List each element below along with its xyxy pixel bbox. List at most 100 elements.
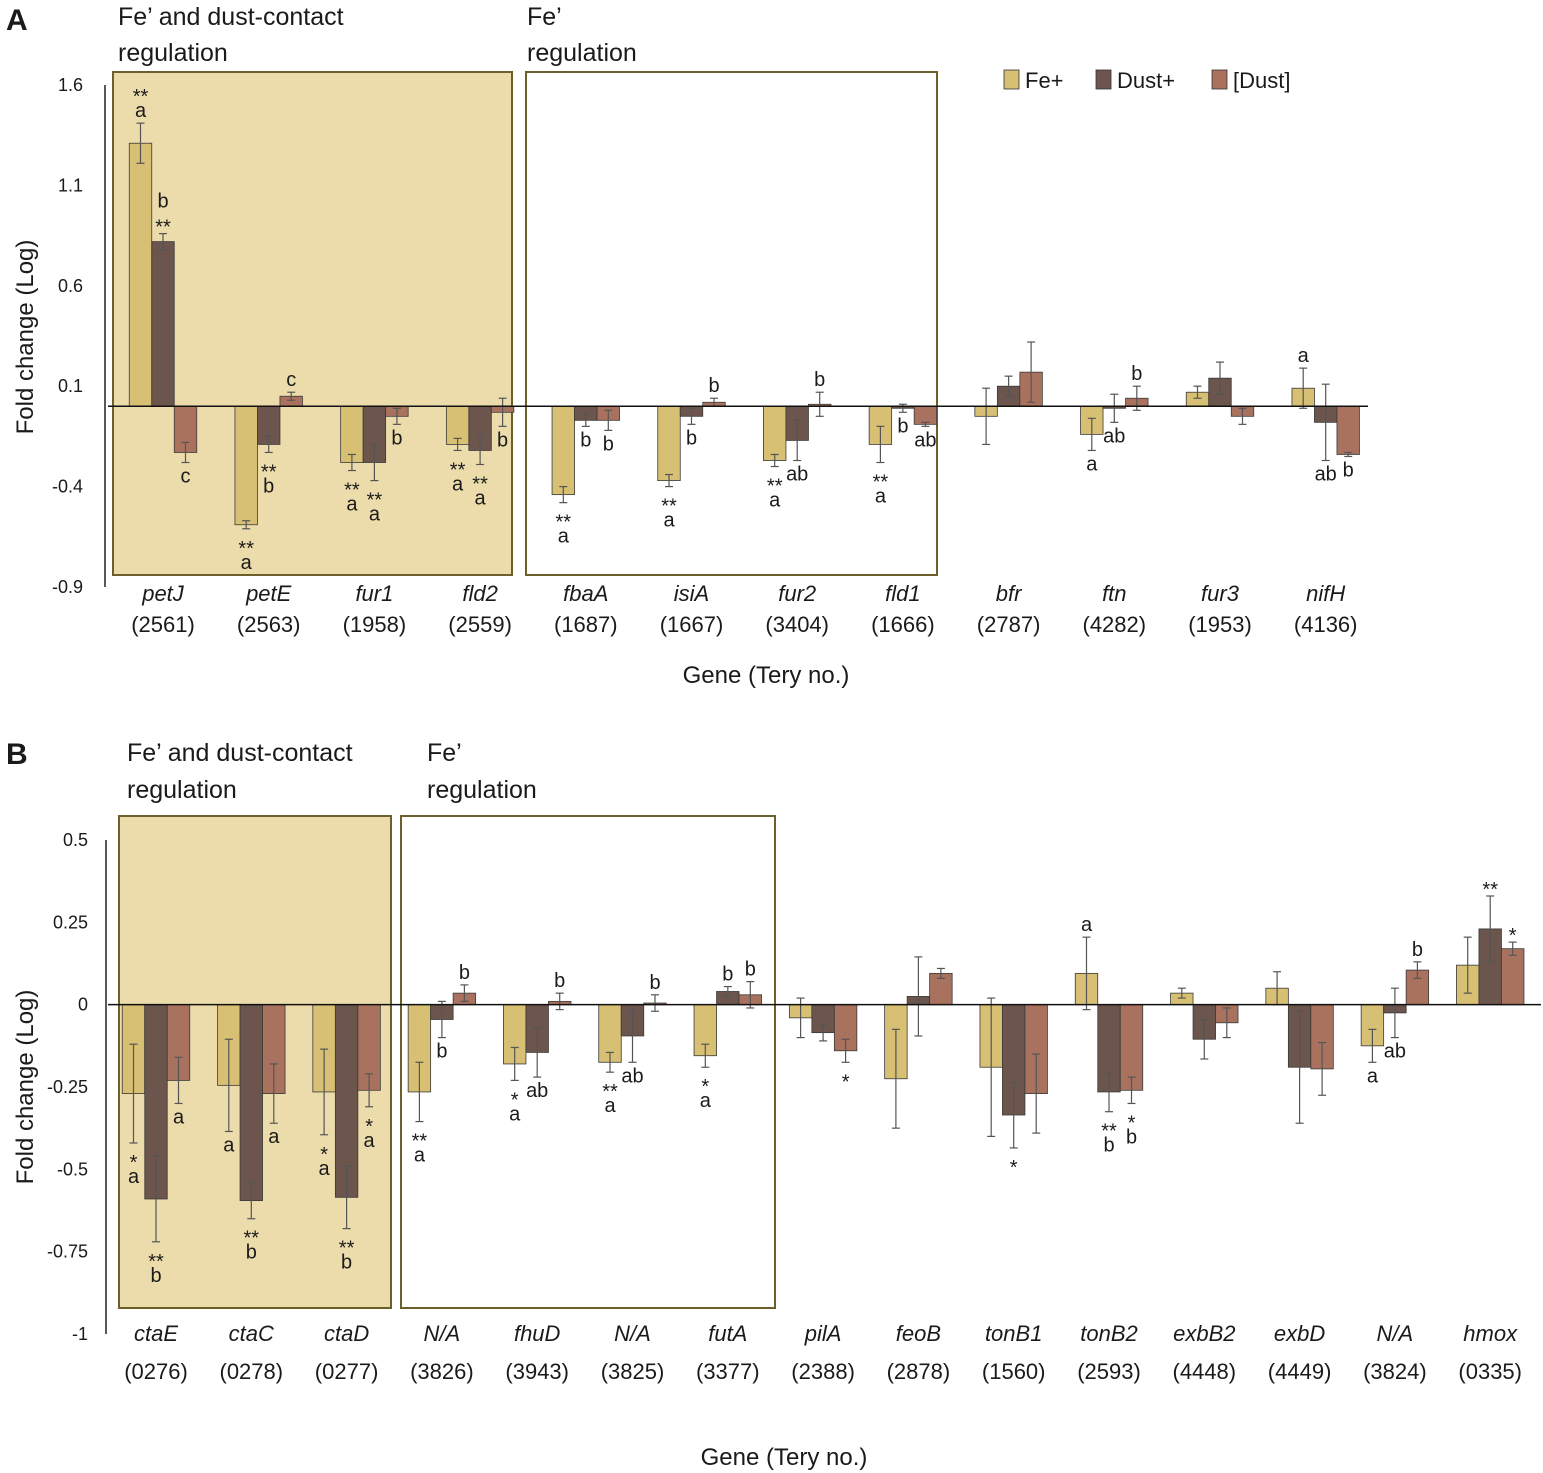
panel-a-significance-label: b <box>686 427 697 449</box>
panel-a-error-bar <box>136 122 145 164</box>
panel-a-gene-label: ftn <box>1102 581 1126 606</box>
panel-a-significance-label: ** <box>238 538 254 560</box>
panel-b-significance-label: a <box>1081 914 1093 936</box>
panel-b-tery-label: (3825) <box>601 1359 665 1384</box>
panel-a-error-bar <box>815 391 824 417</box>
panel-b-tery-label: (0278) <box>220 1359 284 1384</box>
panel-a-y-tick-label: 0.1 <box>58 376 83 396</box>
panel-b-significance-label: b <box>745 959 756 981</box>
panel-b-error-bar <box>606 1051 614 1073</box>
panel-b-significance-label: b <box>1103 1135 1114 1157</box>
panel-a-gene-label: nifH <box>1306 581 1345 606</box>
panel-b-error-bar <box>1200 1018 1209 1060</box>
panel-b-significance-label: a <box>173 1106 185 1128</box>
panel-a-error-bar <box>370 443 379 482</box>
panel-b-error-bar <box>936 967 945 979</box>
panel-a-significance-label: ** <box>873 472 889 494</box>
panel-b-error-bar <box>1032 1053 1041 1134</box>
panel-b-significance-label: b <box>1412 939 1423 961</box>
panel-b-error-bar <box>510 1046 519 1082</box>
panel-a-error-bar <box>770 453 779 468</box>
panel-a-significance-label: a <box>1298 345 1310 367</box>
panel-a: A Fe’ and dust-contact regulation Fe’ re… <box>6 3 1368 689</box>
panel-a-error-bar <box>1321 383 1330 462</box>
panel-b-error-bar <box>746 981 755 1009</box>
panel-a-gene-label: fld2 <box>462 581 497 606</box>
panel-b-significance-label: ** <box>148 1251 164 1273</box>
panel-b-y-tick-label: 0.5 <box>63 830 88 850</box>
panel-b-gene-label: fhuD <box>514 1321 561 1346</box>
panel-b-significance-label: b <box>459 962 470 984</box>
panel-a-tery-label: (4282) <box>1083 612 1147 637</box>
panel-a-error-bar <box>559 486 568 504</box>
panel-b-error-bar <box>1127 1076 1136 1105</box>
panel-a-tery-label: (2787) <box>977 612 1041 637</box>
panel-a-outline-title-line2: regulation <box>527 39 637 67</box>
panel-b-gene-label: exbD <box>1274 1321 1325 1346</box>
panel-a-error-bar <box>347 453 356 472</box>
panel-a-error-bar <box>264 435 273 454</box>
panel-a-significance-label: a <box>475 488 487 510</box>
panel-a-shaded-title-line2: regulation <box>118 39 228 67</box>
panel-a-tery-label: (1687) <box>554 612 618 637</box>
panel-b-x-axis-label: Gene (Tery no.) <box>701 1444 868 1471</box>
panel-a-error-bar <box>181 441 190 464</box>
panel-b-tery-label: (3377) <box>696 1359 760 1384</box>
panel-a-error-bar <box>1027 341 1036 403</box>
panel-b-error-bar <box>460 984 469 1002</box>
panel-a-tery-label: (2559) <box>448 612 512 637</box>
panel-a-significance-label: b <box>497 429 508 451</box>
panel-b-bar <box>239 1004 263 1202</box>
panel-b-error-bar <box>269 1063 278 1124</box>
panel-a-significance-label: ab <box>786 463 808 485</box>
panel-b-y-tick-label: -0.5 <box>57 1159 88 1179</box>
panel-b-tery-label: (0276) <box>124 1359 188 1384</box>
panel-b-significance-label: * <box>1010 1157 1018 1179</box>
panel-a-x-axis-label: Gene (Tery no.) <box>683 662 850 689</box>
panel-b-error-bar <box>437 1000 446 1039</box>
panel-a-tery-label: (1953) <box>1188 612 1252 637</box>
legend-swatch-dust <box>1095 69 1112 90</box>
panel-b-significance-label: b <box>1126 1126 1137 1148</box>
panel-b-error-bar <box>1463 936 1472 994</box>
panel-b-tery-label: (4449) <box>1268 1359 1332 1384</box>
panel-a-significance-label: a <box>663 510 675 532</box>
panel-a-significance-label: a <box>558 526 570 548</box>
panel-b-gene-label: ctaC <box>229 1321 274 1346</box>
panel-a-bar <box>763 405 787 461</box>
panel-b-significance-label: b <box>554 970 565 992</box>
panel-b-gene-label: hmox <box>1463 1321 1518 1346</box>
panel-a-gene-label: petE <box>245 581 292 606</box>
panel-b-gene-label: N/A <box>424 1321 461 1346</box>
panel-b-error-bar <box>651 994 659 1012</box>
panel-a-error-bar <box>1216 361 1224 395</box>
panel-b-tery-label: (1560) <box>982 1359 1046 1384</box>
panel-b-error-bar <box>152 1155 160 1243</box>
panel-b-significance-label: a <box>364 1130 376 1152</box>
panel-b-significance-label: ** <box>244 1228 260 1250</box>
panel-a-error-bar <box>982 387 991 446</box>
panel-a-error-bar <box>159 232 167 251</box>
panel-a-significance-label: a <box>769 490 781 512</box>
panel-b-significance-label: * <box>1128 1112 1136 1134</box>
panel-a-error-bar <box>1193 385 1202 399</box>
panel-a-tery-label: (1666) <box>871 612 935 637</box>
panel-b-significance-label: b <box>246 1242 257 1264</box>
panel-b-error-bar <box>1082 936 1091 1011</box>
panel-b-significance-label: ** <box>602 1081 618 1103</box>
panel-b-y-tick-label: -1 <box>72 1324 88 1344</box>
legend-label-fe: Fe+ <box>1025 68 1064 93</box>
panel-a-gene-label: fur1 <box>355 581 393 606</box>
panel-a-significance-label: b <box>814 369 825 391</box>
panel-a-significance-label: ** <box>661 496 677 518</box>
panel-b-gene-label: pilA <box>804 1321 842 1346</box>
panel-b-tery-label: (3824) <box>1363 1359 1427 1384</box>
panel-b-significance-label: b <box>649 972 660 994</box>
panel-a-significance-label: b <box>708 375 719 397</box>
panel-b-error-bar <box>914 956 923 1037</box>
panel-b-significance-label: b <box>341 1252 352 1274</box>
panel-b-significance-label: b <box>722 964 733 986</box>
panel-b: B Fe’ and dust-contact regulation Fe’ re… <box>6 738 1541 1471</box>
panel-b-error-bar <box>533 1027 542 1078</box>
